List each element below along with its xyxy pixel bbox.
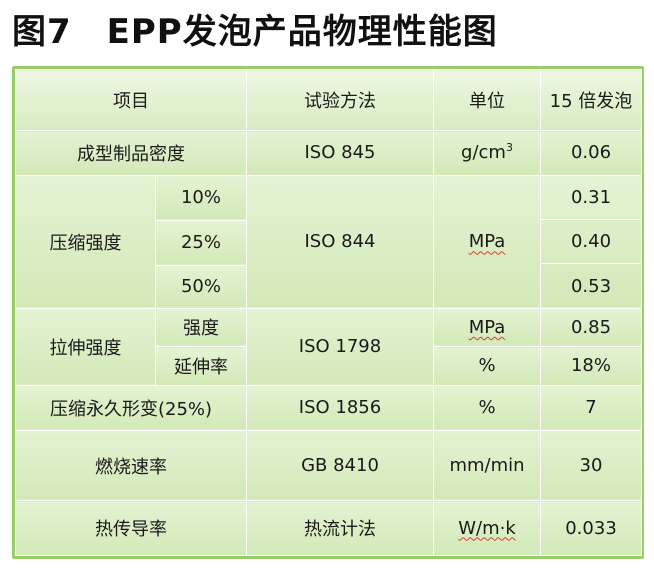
thermal-unit: W/m·k [433, 500, 541, 556]
density-unit-base: g/cm [461, 142, 506, 164]
compress-value-50: 0.53 [541, 263, 641, 307]
tensile-value-strength: 0.85 [540, 307, 642, 348]
table-row: 25% [16, 219, 642, 266]
thermal-method: 热流计法 [246, 500, 434, 556]
set-unit: % [433, 384, 541, 431]
tensile-unit-strength: MPa [433, 307, 541, 348]
compress-sub-50: 50% [155, 264, 247, 309]
table-row: 压缩强度 10% ISO 844 MPa 0.31 0.40 0.53 [15, 174, 642, 309]
compress-sub-25: 25% [155, 219, 247, 266]
tensile-method: ISO 1798 [246, 307, 434, 386]
density-value: 0.06 [540, 130, 642, 176]
compress-unit: MPa [433, 174, 541, 309]
thermal-value: 0.033 [540, 500, 642, 556]
tensile-item: 拉伸强度 [15, 307, 156, 386]
burn-unit: mm/min [433, 429, 541, 502]
density-method: ISO 845 [246, 130, 434, 176]
thermal-unit-text: W/m·k [458, 517, 516, 539]
header-row: 项目 试验方法 单位 15 倍发泡 [15, 68, 642, 132]
compress-item: 压缩强度 [15, 174, 156, 309]
compress-value-10: 0.31 [570, 187, 612, 209]
tensile-sub-strength: 强度 [155, 307, 247, 348]
compress-unit-text: MPa [468, 231, 506, 253]
burn-item: 燃烧速率 [15, 429, 247, 502]
density-unit: g/cm3 [433, 130, 541, 176]
table-row: 延伸率 % 18% [16, 346, 642, 386]
figure-title: 图7 EPP发泡产品物理性能图 [12, 12, 498, 52]
set-value: 7 [540, 384, 642, 431]
compress-sub-10: 10% [155, 174, 247, 221]
burn-method: GB 8410 [246, 429, 434, 502]
set-item: 压缩永久形变(25%) [15, 384, 247, 431]
table-row: 燃烧速率 GB 8410 mm/min 30 [15, 429, 642, 502]
compress-method: ISO 844 [246, 174, 434, 309]
properties-table: 项目 试验方法 单位 15 倍发泡 成型制品密度 ISO 845 g/cm3 0… [12, 66, 644, 559]
header-item: 项目 [15, 68, 247, 132]
header-value: 15 倍发泡 [540, 68, 642, 132]
tensile-sub-elongation: 延伸率 [155, 346, 247, 386]
table-row: 成型制品密度 ISO 845 g/cm3 0.06 [15, 130, 642, 176]
density-unit-sup: 3 [505, 141, 513, 155]
thermal-item: 热传导率 [15, 500, 247, 556]
compress-value-25: 0.40 [541, 219, 641, 263]
table-row: 压缩永久形变(25%) ISO 1856 % 7 [15, 384, 642, 431]
header-method: 试验方法 [246, 68, 434, 132]
tensile-unit-strength-text: MPa [468, 316, 506, 338]
compress-values: 0.31 0.40 0.53 [540, 174, 642, 309]
table-row: 热传导率 热流计法 W/m·k 0.033 [15, 500, 642, 556]
table-row: 拉伸强度 强度 ISO 1798 MPa 0.85 [15, 307, 642, 386]
burn-value: 30 [540, 429, 642, 502]
density-item: 成型制品密度 [15, 130, 247, 176]
tensile-unit-elongation: % [433, 346, 541, 386]
table-row: 50% [16, 264, 642, 309]
tensile-value-elongation: 18% [540, 346, 642, 386]
set-method: ISO 1856 [246, 384, 434, 431]
header-unit: 单位 [433, 68, 541, 132]
